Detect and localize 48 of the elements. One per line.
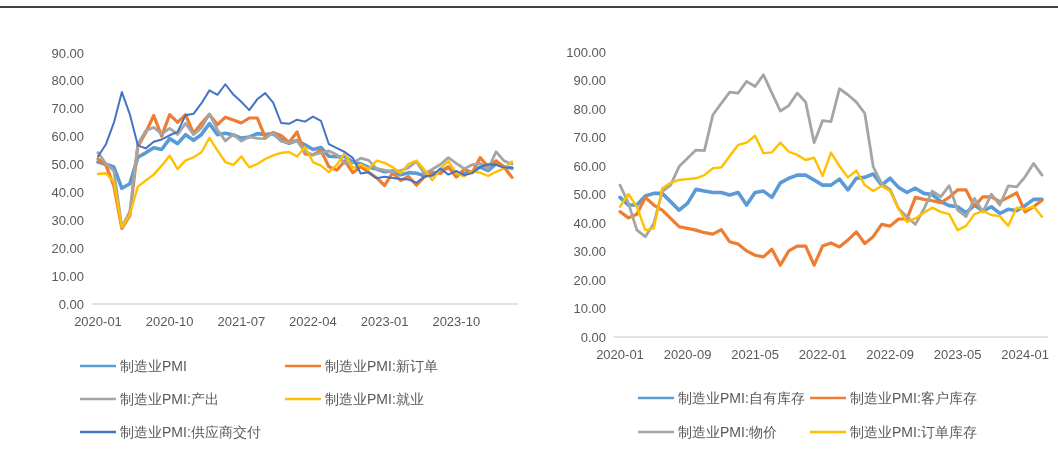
y-tick-label: 60.00 <box>573 158 606 174</box>
x-tick-label: 2023-10 <box>432 314 481 329</box>
x-tick-label: 2022-01 <box>798 347 847 362</box>
line-series <box>618 134 1044 232</box>
x-tick-label: 2024-01 <box>1001 347 1049 362</box>
legend-label: 制造业PMI:客户库存 <box>850 389 977 406</box>
line-series <box>97 83 513 184</box>
y-tick-label: 40.00 <box>573 215 606 231</box>
line-series <box>618 73 1044 239</box>
line-series <box>96 136 514 229</box>
y-tick-label: 20.00 <box>573 272 606 288</box>
y-tick-label: 10.00 <box>573 301 606 317</box>
y-tick-label: 0.00 <box>58 296 84 312</box>
y-tick-label: 10.00 <box>51 268 84 284</box>
x-tick-label: 2022-04 <box>289 314 337 329</box>
legend-label: 制造业PMI:供应商交付 <box>120 423 261 440</box>
x-tick-label: 2023-05 <box>933 347 982 362</box>
legend-label: 制造业PMI <box>120 357 187 374</box>
y-tick-label: 80.00 <box>573 101 606 117</box>
x-tick-label: 2020-01 <box>74 314 122 329</box>
x-tick-label: 2023-01 <box>360 314 409 329</box>
y-tick-label: 30.00 <box>51 212 84 228</box>
legend-label: 制造业PMI:物价 <box>678 423 777 440</box>
x-tick-label: 2020-01 <box>596 347 644 362</box>
x-tick-label: 2021-05 <box>731 347 779 362</box>
y-tick-label: 50.00 <box>51 157 84 173</box>
y-tick-label: 20.00 <box>51 240 84 256</box>
y-tick-label: 30.00 <box>573 244 606 260</box>
y-tick-label: 100.00 <box>566 44 606 60</box>
y-tick-label: 70.00 <box>573 130 606 146</box>
x-tick-label: 2020-10 <box>145 314 194 329</box>
x-tick-label: 2020-09 <box>663 347 712 362</box>
y-tick-label: 50.00 <box>573 187 606 203</box>
y-tick-label: 70.00 <box>51 101 84 117</box>
y-tick-label: 0.00 <box>580 329 606 345</box>
legend-label: 制造业PMI:自有库存 <box>678 389 805 406</box>
legend-label: 制造业PMI:新订单 <box>325 357 438 374</box>
y-tick-label: 60.00 <box>51 129 84 145</box>
legend-label: 制造业PMI:订单库存 <box>850 423 977 440</box>
legend-label: 制造业PMI:产出 <box>120 390 219 407</box>
x-tick-label: 2021-07 <box>217 314 266 329</box>
legend-label: 制造业PMI:就业 <box>325 390 424 407</box>
line-series <box>618 188 1044 267</box>
y-tick-label: 80.00 <box>51 73 84 89</box>
y-tick-label: 90.00 <box>573 73 606 89</box>
x-tick-label: 2022-09 <box>866 347 914 362</box>
y-tick-label: 90.00 <box>51 45 84 61</box>
y-tick-label: 40.00 <box>51 184 84 200</box>
